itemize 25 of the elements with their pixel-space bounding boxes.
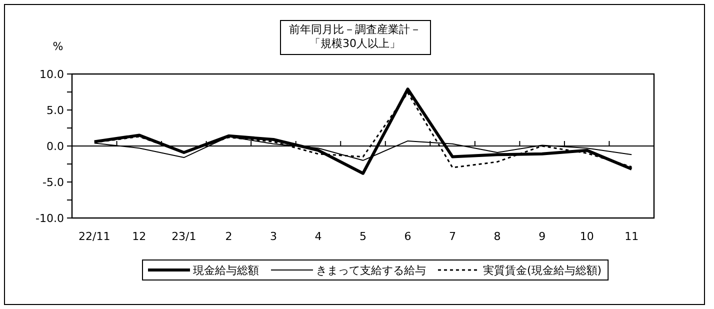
x-tick-label: 23/1 <box>172 230 196 243</box>
legend-label: 実質賃金(現金給与総額) <box>483 264 602 277</box>
legend-label: 現金給与総額 <box>193 264 259 277</box>
x-tick-label: 8 <box>494 230 501 243</box>
x-tick-label: 11 <box>624 230 639 243</box>
y-tick-label: 0.0 <box>46 140 64 153</box>
x-tick-label: 4 <box>314 230 322 243</box>
y-axis-title: % <box>52 40 64 53</box>
chart-subtitle: 「規模30人以上」 <box>310 37 400 50</box>
x-tick-label: 2 <box>225 230 232 243</box>
title: 前年同月比－調査産業計－ 「規模30人以上」 <box>280 20 431 55</box>
x-tick-label: 22/11 <box>78 230 110 243</box>
x-tick-label: 10 <box>580 230 594 243</box>
chart-title: 前年同月比－調査産業計－ <box>289 23 421 36</box>
x-tick-label: 3 <box>270 230 277 243</box>
x-tick-label: 7 <box>449 230 456 243</box>
x-tick-label: 6 <box>404 230 412 243</box>
x-tick-label: 9 <box>538 230 546 243</box>
y-tick-label: 10.0 <box>40 68 64 81</box>
y-tick-label: -5.0 <box>42 176 64 189</box>
legend-label: きまって支給する給与 <box>316 264 426 277</box>
y-tick-label: -10.0 <box>36 212 64 225</box>
x-tick-label: 12 <box>132 230 146 243</box>
y-tick-label: 5.0 <box>46 104 64 117</box>
x-tick-label: 5 <box>360 230 366 243</box>
